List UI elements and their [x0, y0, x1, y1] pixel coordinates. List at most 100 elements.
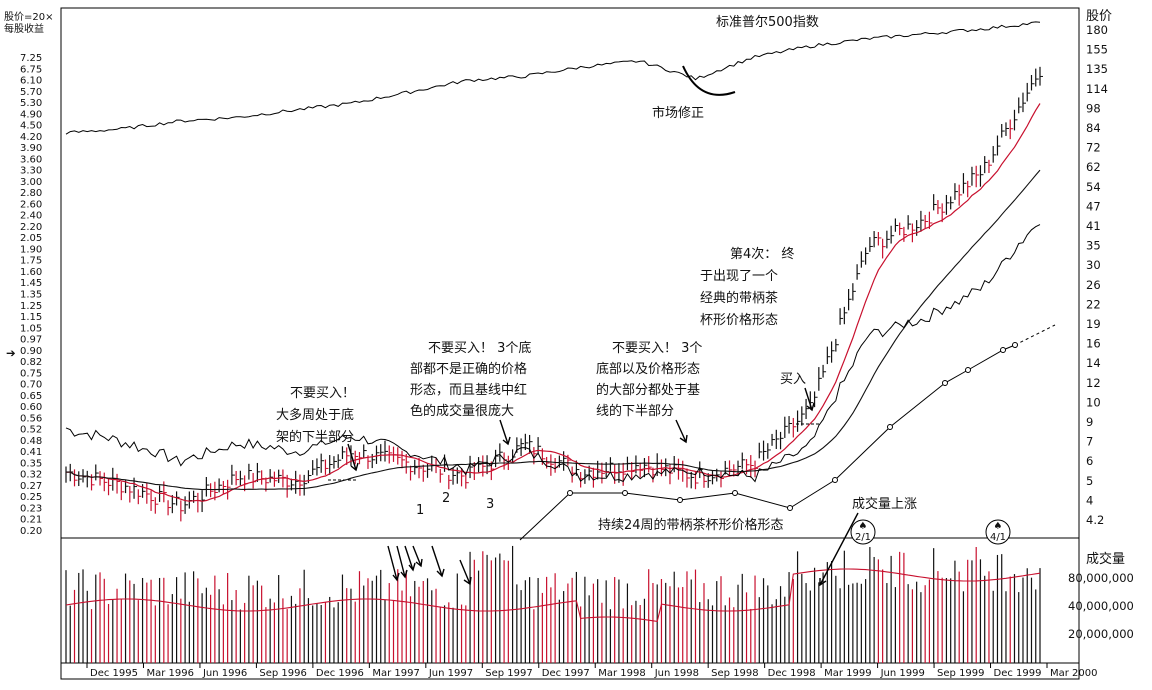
svg-text:线的下半部分: 线的下半部分	[596, 403, 674, 419]
date-tick-label: Mar 2000	[1050, 668, 1098, 679]
date-tick-label: Jun 1999	[880, 668, 925, 679]
date-tick-label: Sep 1998	[711, 668, 758, 679]
left-tick-label: 0.25	[20, 492, 42, 503]
right-tick-label: 19	[1086, 317, 1101, 331]
left-tick-label: 0.65	[20, 391, 42, 402]
right-tick-label: 62	[1086, 160, 1101, 174]
svg-text:杯形价格形态: 杯形价格形态	[700, 312, 778, 328]
left-tick-label: 2.60	[20, 199, 42, 210]
right-tick-label: 155	[1086, 43, 1108, 57]
price-axis-label: 股价	[1086, 9, 1112, 24]
moving-average-40wk	[65, 169, 1041, 491]
date-tick-label: Sep 1997	[485, 668, 532, 679]
left-tick-label: 2.40	[20, 211, 42, 222]
date-tick-label: Dec 1998	[768, 668, 816, 679]
left-tick-label: 1.25	[20, 301, 42, 312]
volume-tick-label: 80,000,000	[1068, 571, 1134, 585]
left-tick-label: 4.50	[20, 121, 42, 132]
earnings-point	[622, 490, 628, 496]
right-tick-label: 5	[1086, 474, 1093, 488]
earnings-point	[787, 505, 793, 511]
bottom-2-label: 2	[442, 491, 450, 506]
left-tick-label: 0.23	[20, 503, 42, 514]
date-tick-label: Jun 1998	[654, 668, 699, 679]
earnings-point	[567, 490, 573, 496]
earnings-line-projection	[1014, 324, 1056, 346]
svg-text:色的成交量很庞大: 色的成交量很庞大	[410, 403, 514, 419]
volume-panel-frame	[60, 537, 1080, 664]
date-tick-label: Mar 1998	[598, 668, 646, 679]
left-tick-label: 5.70	[20, 87, 42, 98]
right-tick-label: 35	[1086, 239, 1101, 253]
earnings-point	[1000, 347, 1006, 353]
right-tick-label: 26	[1086, 278, 1101, 292]
left-tick-label: 1.45	[20, 278, 42, 289]
svg-text:♠: ♠	[994, 521, 1003, 532]
svg-text:的大部分都处于基: 的大部分都处于基	[596, 382, 700, 398]
date-tick-label: Mar 1996	[146, 668, 194, 679]
left-tick-label: 1.90	[20, 244, 42, 255]
date-tick-label: Mar 1999	[824, 668, 872, 679]
date-tick-label: Dec 1995	[90, 668, 138, 679]
bottom-3-label: 3	[486, 497, 494, 512]
left-tick-label: 0.97	[20, 335, 42, 346]
left-tick-label: 2.80	[20, 188, 42, 199]
left-tick-label: 0.90	[20, 346, 42, 357]
right-tick-label: 12	[1086, 376, 1101, 390]
right-tick-label: 54	[1086, 180, 1101, 194]
right-tick-label: 14	[1086, 356, 1101, 370]
right-tick-label: 180	[1086, 23, 1108, 37]
buy-label: 买入	[780, 372, 806, 387]
left-tick-label: 1.05	[20, 323, 42, 334]
left-tick-label: 0.32	[20, 470, 42, 481]
right-tick-label: 4	[1086, 493, 1093, 507]
left-tick-label: 4.90	[20, 109, 42, 120]
svg-text:架的下半部分: 架的下半部分	[276, 429, 354, 445]
split-marker-1: ♠ 2/1	[850, 519, 876, 545]
date-axis-frame	[60, 662, 1080, 680]
right-tick-label: 47	[1086, 199, 1101, 213]
left-tick-label: 1.15	[20, 312, 42, 323]
left-tick-label: 0.82	[20, 357, 42, 368]
svg-text:4/1: 4/1	[990, 532, 1006, 543]
svg-text:不要买入！: 不要买入！	[290, 386, 355, 401]
relative-strength-line	[65, 224, 1041, 483]
volume-tick-label: 40,000,000	[1068, 599, 1134, 613]
bottom-1-label: 1	[416, 503, 424, 518]
earnings-point	[832, 477, 838, 483]
volume-moving-average	[65, 568, 1041, 623]
left-tick-label: 0.27	[20, 481, 42, 492]
pointer-arrows	[347, 387, 859, 587]
left-axis: 7.256.756.105.705.304.904.504.203.903.60…	[20, 53, 42, 537]
base-24-label: 持续24周的带柄茶杯形价格形态	[598, 517, 784, 533]
right-tick-label: 10	[1086, 395, 1101, 409]
earnings-point	[1012, 342, 1018, 348]
left-tick-label: 0.20	[20, 526, 42, 537]
no-buy-note-1: 不要买入！ 大多周处于底 架的下半部分	[276, 386, 355, 445]
price-bars	[65, 66, 1043, 522]
date-tick-label: Jun 1997	[428, 668, 473, 679]
left-tick-label: 0.70	[20, 380, 42, 391]
moving-average-10wk	[65, 103, 1041, 502]
left-tick-label: 0.41	[20, 447, 42, 458]
split-marker-2: ♠ 4/1	[985, 519, 1011, 545]
left-arrow-marker: ➔	[6, 346, 16, 360]
left-tick-label: 6.75	[20, 64, 42, 75]
svg-text:于出现了一个: 于出现了一个	[700, 269, 778, 284]
earnings-point	[887, 424, 893, 430]
svg-text:形态，而且基线中红: 形态，而且基线中红	[410, 382, 527, 398]
left-tick-label: 0.56	[20, 413, 42, 424]
volume-up-label: 成交量上涨	[852, 496, 917, 512]
left-tick-label: 3.90	[20, 143, 42, 154]
left-tick-label: 6.10	[20, 76, 42, 87]
right-tick-label: 7	[1086, 435, 1093, 449]
left-tick-label: 2.05	[20, 233, 42, 244]
svg-text:♠: ♠	[859, 521, 868, 532]
right-axis: 1801551351149884726254474135302622191614…	[1068, 23, 1134, 641]
fourth-attempt-note: 第4次： 终 于出现了一个 经典的带柄茶 杯形价格形态	[700, 246, 794, 328]
right-tick-label: 16	[1086, 337, 1101, 351]
date-tick-label: Dec 1999	[994, 668, 1042, 679]
volume-axis-label: 成交量	[1086, 551, 1125, 567]
